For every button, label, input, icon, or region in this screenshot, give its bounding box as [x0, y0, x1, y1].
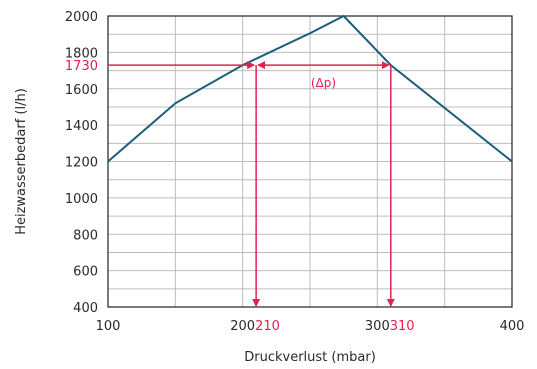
annotation-layer: 1730 (Δp) 210 310 [65, 59, 415, 334]
x-tick-label: 300 [365, 319, 390, 334]
delta-p-label: (Δp) [311, 76, 336, 90]
y-tick-label: 1400 [65, 119, 98, 134]
y-tick-label: 400 [73, 301, 98, 316]
grid-lines [107, 15, 513, 308]
x-tick-labels: 100 200 300 400 [96, 319, 525, 334]
x-tick-label: 400 [500, 319, 525, 334]
y-tick-label: 1200 [65, 156, 98, 171]
x-mark-label: 210 [255, 319, 280, 334]
y-tick-label: 1800 [65, 46, 98, 61]
series-line [107, 14, 513, 163]
y-axis-title: Heizwasserbedarf (l/h) [14, 88, 29, 235]
y-tick-labels: 400 600 800 1000 1200 1400 1600 1800 2000 [65, 10, 98, 316]
y-tick-label: 1600 [65, 83, 98, 98]
x-tick-label: 100 [96, 319, 121, 334]
y-tick-label: 1000 [65, 192, 98, 207]
y-tick-label: 800 [73, 228, 98, 243]
x-tick-label: 200 [230, 319, 255, 334]
y-tick-label: 2000 [65, 10, 98, 25]
x-axis-title: Druckverlust (mbar) [244, 350, 376, 365]
y-tick-label: 600 [73, 265, 98, 280]
x-mark-label: 310 [390, 319, 415, 334]
y-mark-label: 1730 [65, 59, 98, 74]
